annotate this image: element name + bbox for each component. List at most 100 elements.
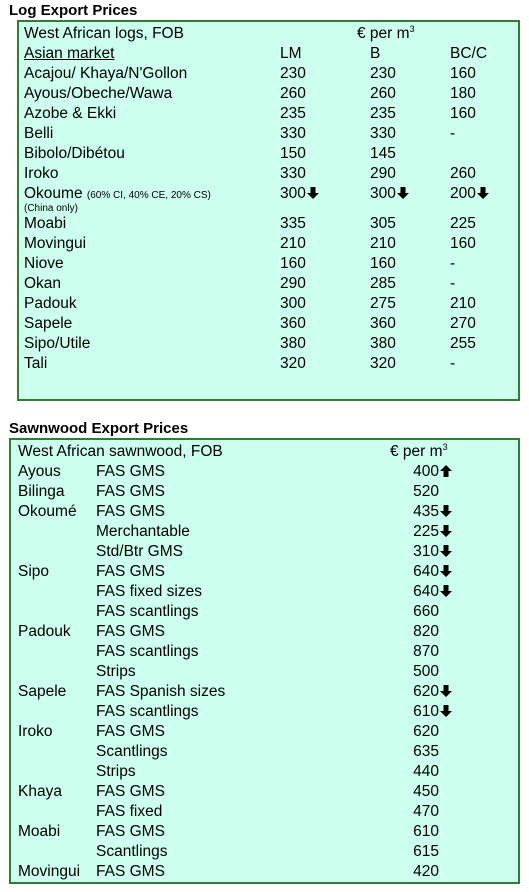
sawn-price-value: 435: [413, 503, 439, 520]
log-row: Acajou/ Khaya/N'Gollon 230 230 160: [19, 64, 518, 84]
log-price-lm: 210: [280, 234, 306, 254]
sawn-price-cell: 470: [413, 802, 452, 822]
log-price-lm: 330: [280, 164, 306, 184]
arrow-down-icon: [396, 187, 409, 199]
log-price-bcc: 160: [450, 234, 476, 254]
sawn-row: Merchantable 225: [11, 522, 518, 542]
log-species-name: Belli: [24, 125, 54, 142]
log-price-value: 330: [280, 125, 306, 142]
sawn-price-cell: 870: [413, 642, 452, 662]
sawn-table-header: West African sawnwood, FOB € per m3: [11, 442, 518, 462]
sawn-row: Sapele FAS Spanish sizes 620: [11, 682, 518, 702]
log-price-value: 230: [370, 65, 396, 82]
log-row: Sipo/Utile 380 380 255: [19, 334, 518, 354]
log-price-lm: 300: [280, 184, 319, 204]
log-price-value: 255: [450, 335, 476, 352]
log-species-name: Acajou/ Khaya/N'Gollon: [24, 65, 188, 82]
log-species-name: Okoume: [24, 185, 83, 202]
log-species-name: Moabi: [24, 215, 67, 232]
log-species-cell: Okoume (60% CI, 40% CE, 20% CS): [24, 184, 211, 206]
log-price-b: 235: [370, 104, 396, 124]
sawn-price-value: 610: [413, 703, 439, 720]
log-price-value: 275: [370, 295, 396, 312]
sawn-price-cell: 615: [413, 842, 452, 862]
log-price-value: 320: [280, 355, 306, 372]
log-price-bcc: -: [450, 354, 455, 374]
log-price-b: 275: [370, 294, 396, 314]
sawn-grade: FAS scantlings: [96, 643, 199, 660]
log-price-b: 380: [370, 334, 396, 354]
sawn-species-name: Bilinga: [18, 483, 65, 500]
log-price-bcc: 210: [450, 294, 476, 314]
log-unit-label: € per m3: [357, 23, 415, 42]
log-price-value: 235: [370, 105, 396, 122]
sawn-price-value: 225: [413, 523, 439, 540]
log-species-name: Tali: [24, 355, 48, 372]
log-price-lm: 260: [280, 84, 306, 104]
sawn-price-cell: 520: [413, 482, 452, 502]
log-price-value: 210: [370, 235, 396, 252]
sawn-species-name: Ayous: [18, 463, 61, 480]
log-price-value: 380: [280, 335, 306, 352]
log-price-bcc: -: [450, 274, 455, 294]
log-price-value: 225: [450, 215, 476, 232]
log-row: Moabi 335 305 225: [19, 214, 518, 234]
log-price-value: 150: [280, 145, 306, 162]
log-species-name: Iroko: [24, 165, 59, 182]
sawn-row: FAS scantlings 660: [11, 602, 518, 622]
sawn-price-value: 820: [413, 623, 439, 640]
sawn-section-title: Sawnwood Export Prices: [9, 420, 189, 437]
sawn-price-value: 500: [413, 663, 439, 680]
sawn-row: Scantlings 635: [11, 742, 518, 762]
log-price-value: 160: [280, 255, 306, 272]
sawn-price-value: 420: [413, 863, 439, 880]
log-price-b: 330: [370, 124, 396, 144]
log-price-value: -: [450, 275, 456, 292]
arrow-down-icon: [476, 187, 489, 199]
sawn-grade: Scantlings: [96, 843, 168, 860]
log-price-value: 360: [370, 315, 396, 332]
log-price-b: 210: [370, 234, 396, 254]
log-species-name: Niove: [24, 255, 64, 272]
sawn-row: Iroko FAS GMS 620: [11, 722, 518, 742]
log-price-value: 145: [370, 145, 396, 162]
sawn-row: Khaya FAS GMS 450: [11, 782, 518, 802]
sawn-grade: FAS GMS: [96, 503, 165, 520]
log-price-value: 260: [450, 165, 476, 182]
log-price-value: 160: [450, 235, 476, 252]
log-price-lm: 290: [280, 274, 306, 294]
arrow-up-icon: [440, 465, 452, 477]
log-price-b: 360: [370, 314, 396, 334]
sawn-price-value: 620: [413, 723, 439, 740]
log-row: Okan 290 285 -: [19, 274, 518, 294]
log-row: Bibolo/Dibétou 150 145: [19, 144, 518, 164]
log-species-name: Azobe & Ekki: [24, 105, 117, 122]
sawn-row: Movingui FAS GMS 420: [11, 862, 518, 882]
sawn-price-value: 440: [413, 763, 439, 780]
sawn-price-cell: 500: [413, 662, 452, 682]
log-row: Sapele 360 360 270: [19, 314, 518, 334]
log-row: Tali 320 320 -: [19, 354, 518, 374]
sawn-grade: Merchantable: [96, 523, 190, 540]
log-price-value: -: [450, 255, 456, 272]
log-price-value: 290: [370, 165, 396, 182]
log-price-b: 300: [370, 184, 409, 204]
log-price-b: 160: [370, 254, 396, 274]
log-price-bcc: 225: [450, 214, 476, 234]
sawn-price-table: West African sawnwood, FOB € per m3 Ayou…: [9, 438, 520, 884]
log-price-lm: 235: [280, 104, 306, 124]
log-species-name: Movingui: [24, 235, 87, 252]
sawn-price-cell: 660: [413, 602, 452, 622]
sawn-grade: FAS Spanish sizes: [96, 683, 226, 700]
sawn-price-value: 640: [413, 563, 439, 580]
sawn-row: FAS scantlings 610: [11, 702, 518, 722]
log-table-header: West African logs, FOB € per m3: [19, 24, 518, 44]
sawn-price-cell: 450: [413, 782, 452, 802]
log-row: Okoume (60% CI, 40% CE, 20% CS) 300 300 200: [19, 184, 518, 204]
column-header-lm: LM: [280, 45, 302, 62]
sawn-price-value: 660: [413, 603, 439, 620]
sawn-table-subtitle: West African sawnwood, FOB: [18, 443, 223, 460]
sawn-price-cell: 640: [413, 582, 452, 602]
log-price-value: -: [450, 355, 456, 372]
sawn-price-cell: 435: [413, 502, 452, 522]
